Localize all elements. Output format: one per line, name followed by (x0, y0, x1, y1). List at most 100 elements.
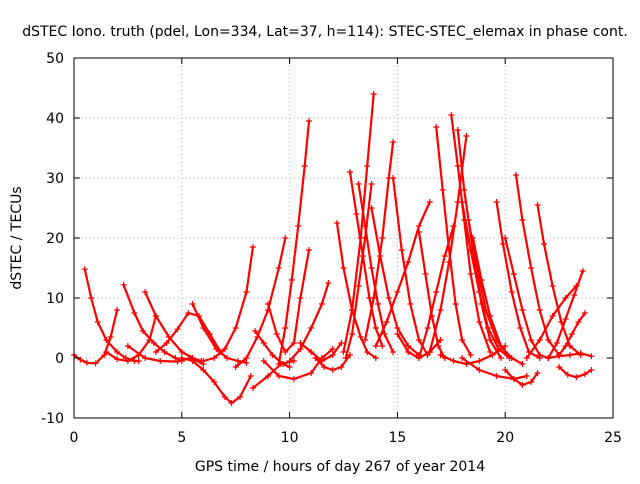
data-point (437, 307, 444, 313)
data-point (588, 367, 595, 373)
series-line (471, 236, 524, 366)
x-tick-label: 25 (604, 430, 622, 446)
data-point (338, 364, 345, 370)
data-point (523, 355, 530, 361)
data-point (124, 358, 131, 364)
data-point (487, 337, 494, 343)
data-point (564, 371, 571, 378)
data-point (92, 360, 99, 367)
data-point (493, 373, 500, 379)
data-point (588, 353, 595, 360)
data-point (368, 205, 375, 211)
x-tick-label: 20 (496, 430, 514, 446)
data-point (340, 265, 347, 271)
data-point (211, 379, 218, 385)
data-point (249, 244, 256, 250)
data-point (512, 172, 519, 178)
data-point (478, 277, 485, 283)
chart-title: dSTEC Iono. truth (pdel, Lon=334, Lat=37… (22, 24, 628, 40)
data-point (346, 352, 353, 358)
data-point (150, 340, 157, 346)
data-point (275, 265, 282, 271)
data-point (508, 355, 515, 361)
data-point (103, 337, 110, 343)
y-tick-label: -10 (41, 411, 64, 427)
y-axis-label: dSTEC / TECUs (9, 186, 25, 289)
data-point (433, 124, 440, 130)
data-point (519, 382, 526, 388)
data-point (342, 355, 349, 361)
data-point (275, 361, 282, 367)
data-point (459, 355, 466, 361)
data-point (562, 316, 569, 322)
series-line (514, 173, 561, 357)
data-point (189, 301, 196, 307)
series-layer (71, 91, 595, 406)
data-point (536, 337, 543, 343)
series-line (277, 119, 311, 366)
data-point (405, 259, 412, 265)
data-point (558, 319, 565, 325)
data-point (282, 235, 289, 241)
data-point (163, 340, 170, 346)
data-point (459, 199, 466, 205)
data-point (234, 358, 241, 364)
data-point (549, 313, 556, 319)
data-point (394, 289, 401, 295)
data-point (534, 370, 541, 376)
x-tick-label: 5 (177, 430, 186, 446)
data-point (435, 343, 442, 349)
data-point (407, 301, 414, 307)
data-point (370, 295, 377, 301)
data-point (390, 349, 397, 355)
data-point (374, 301, 381, 307)
data-point (433, 289, 440, 295)
y-tick-label: 0 (55, 351, 64, 367)
data-point (377, 253, 384, 259)
data-point (243, 289, 250, 295)
data-point (249, 385, 256, 391)
data-point (467, 247, 474, 253)
data-point (368, 265, 375, 271)
series-line (435, 125, 472, 357)
y-tick-label: 40 (46, 111, 64, 127)
data-point (346, 169, 353, 175)
data-point (357, 235, 364, 241)
y-tick-label: 20 (46, 231, 64, 247)
data-point (88, 295, 95, 301)
data-point (213, 346, 220, 352)
y-tick-label: 10 (46, 291, 64, 307)
data-point (579, 268, 586, 274)
series-line (525, 284, 578, 360)
data-point (189, 358, 196, 364)
data-point (275, 373, 282, 379)
series-line (266, 248, 311, 354)
series-line (335, 221, 377, 360)
data-point (355, 181, 362, 187)
data-point (569, 331, 576, 337)
data-point (383, 319, 390, 325)
data-point (200, 325, 207, 331)
data-point (502, 235, 509, 241)
data-point (178, 349, 185, 355)
x-tick-label: 0 (70, 430, 79, 446)
data-point (321, 364, 328, 370)
data-point (510, 271, 517, 277)
data-point (107, 334, 114, 340)
data-point (252, 328, 259, 334)
data-point (308, 325, 315, 331)
data-point (94, 319, 101, 325)
data-point (577, 350, 584, 357)
data-point (446, 259, 453, 265)
data-point (467, 271, 474, 277)
data-point (502, 367, 509, 373)
data-point (260, 340, 267, 346)
data-point (265, 373, 272, 379)
data-point (562, 295, 569, 301)
data-point (502, 343, 509, 349)
series-line (234, 236, 287, 369)
data-point (437, 352, 444, 358)
data-point (476, 358, 483, 364)
data-point (372, 343, 379, 349)
data-point (489, 352, 496, 358)
